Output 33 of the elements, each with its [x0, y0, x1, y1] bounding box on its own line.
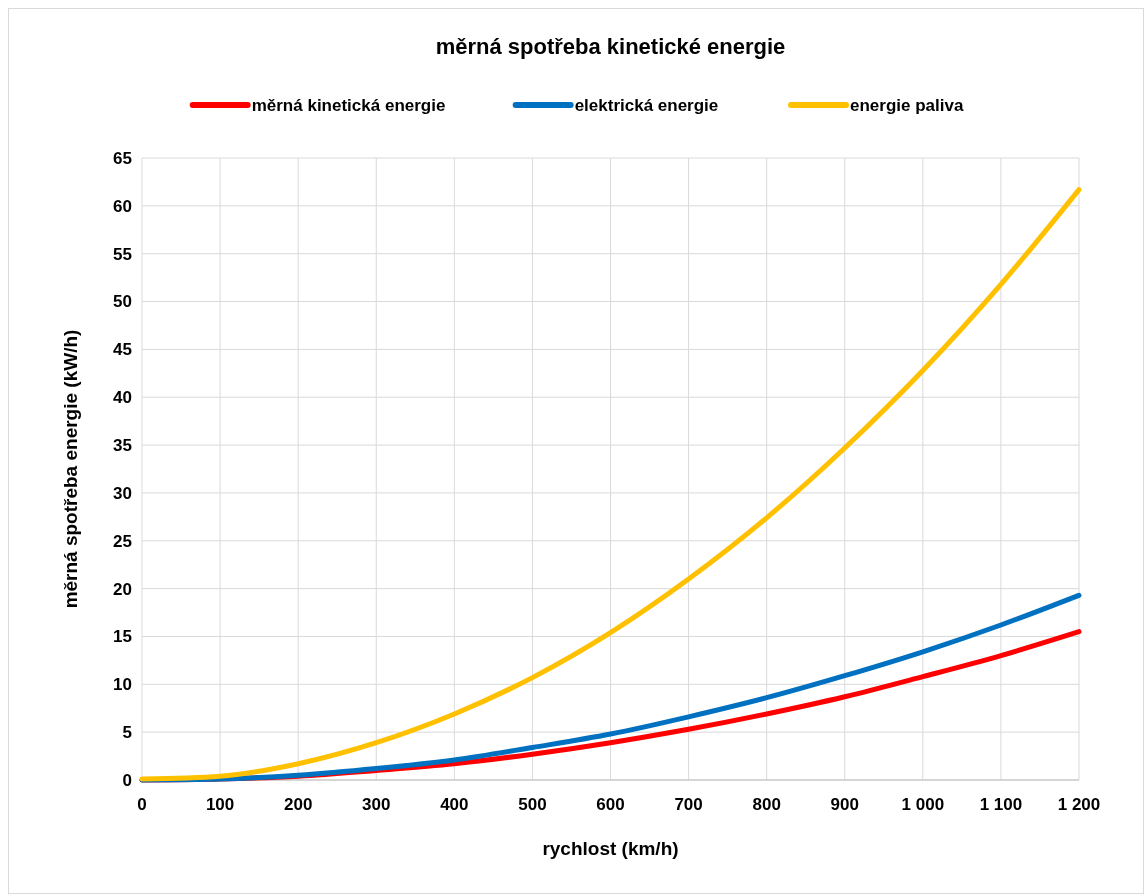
y-tick-label: 35 [113, 436, 132, 456]
y-tick-label: 15 [113, 627, 132, 647]
x-tick-label: 1 200 [1057, 795, 1101, 814]
y-tick-label: 5 [122, 723, 132, 743]
y-tick-label: 45 [113, 340, 132, 360]
x-tick-label: 400 [440, 795, 469, 814]
x-tick-label: 600 [596, 795, 625, 814]
x-tick-label: 200 [283, 795, 313, 814]
legend-label: energie paliva [850, 95, 964, 115]
x-tick-label: 300 [362, 795, 391, 814]
x-tick-label: 700 [674, 795, 703, 814]
x-tick-label: 1 000 [901, 795, 945, 814]
x-tick-label: 0 [137, 795, 147, 814]
x-tick-label: 1 100 [979, 795, 1023, 814]
y-tick-label: 25 [113, 531, 132, 551]
y-tick-label: 40 [113, 388, 132, 408]
x-tick-label: 800 [752, 795, 781, 814]
legend-label: elektrická energie [574, 95, 719, 115]
x-tick-label: 500 [518, 795, 547, 814]
y-tick-label: 60 [113, 196, 132, 216]
y-tick-label: 65 [113, 148, 132, 168]
y-tick-label: 20 [113, 579, 132, 599]
legend-label: měrná kinetická energie [251, 95, 446, 115]
y-tick-label: 0 [122, 770, 132, 790]
y-tick-label: 10 [113, 675, 132, 695]
x-tick-label: 100 [205, 795, 235, 814]
y-tick-label: 30 [113, 483, 132, 503]
y-tick-label: 50 [113, 292, 132, 312]
x-axis-title: rychlost (km/h) [542, 838, 679, 859]
chart-title: měrná spotřeba kinetické energie [435, 34, 786, 59]
y-tick-label: 55 [113, 244, 132, 264]
y-axis-title: měrná spotřeba energie (kW/h) [60, 329, 81, 609]
x-tick-label: 900 [830, 795, 859, 814]
